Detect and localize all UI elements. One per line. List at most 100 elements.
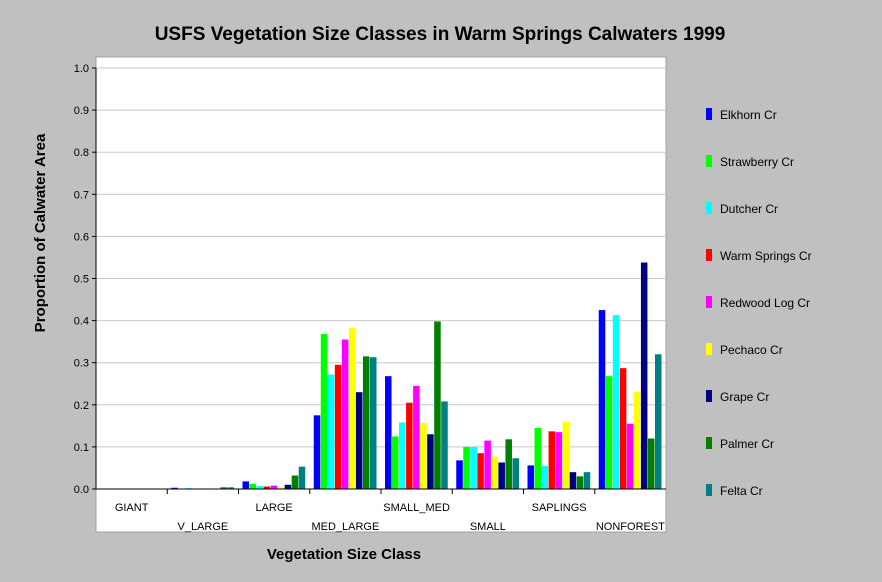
y-tick-label: 0.1 <box>74 442 89 454</box>
bar <box>171 487 178 489</box>
bar <box>505 439 512 489</box>
y-tick-label: 1.0 <box>74 63 89 75</box>
y-tick-label: 0.3 <box>74 358 89 370</box>
bar <box>313 415 321 489</box>
x-tick-label: NONFOREST <box>596 521 665 533</box>
legend-label: Dutcher Cr <box>720 202 778 216</box>
bar <box>277 487 285 489</box>
bar <box>406 402 413 489</box>
bar <box>256 486 264 489</box>
bar <box>654 354 662 489</box>
bar <box>420 422 427 489</box>
y-tick-label: 0.9 <box>74 105 89 117</box>
bar <box>249 483 257 489</box>
bar <box>270 485 278 489</box>
bar <box>320 334 328 489</box>
bars <box>171 262 662 489</box>
bar <box>477 453 484 489</box>
bar <box>598 310 606 489</box>
bar <box>470 446 477 489</box>
legend: Elkhorn Cr Strawberry Cr Dutcher Cr Warm Sp… <box>706 108 812 498</box>
x-tick-label: LARGE <box>255 502 292 514</box>
bar <box>484 440 491 489</box>
bar <box>413 385 420 489</box>
x-tick-label: MED_LARGE <box>311 521 379 533</box>
bar <box>385 376 392 489</box>
bar <box>527 465 535 489</box>
y-tick-label: 0.2 <box>74 400 89 412</box>
legend-swatch <box>706 249 712 261</box>
legend-label: Pechaco Cr <box>720 343 783 357</box>
legend-swatch <box>706 343 712 355</box>
bar <box>284 484 292 489</box>
legend-swatch <box>706 390 712 402</box>
bar <box>399 422 406 489</box>
bar <box>341 339 349 489</box>
legend-label: Palmer Cr <box>720 437 774 451</box>
legend-label: Strawberry Cr <box>720 155 794 169</box>
legend-swatch <box>706 484 712 496</box>
gridlines <box>92 67 666 490</box>
x-tick-label: SMALL <box>470 521 506 533</box>
legend-label: Felta Cr <box>720 484 763 498</box>
y-tick-label: 0.5 <box>74 274 89 286</box>
bar <box>548 431 556 489</box>
legend-label: Elkhorn Cr <box>720 108 777 122</box>
y-tick-labels: 0.0 0.1 0.2 0.3 0.4 0.5 0.6 0.7 0.8 0.9 1.0 <box>74 63 89 496</box>
legend-swatch <box>706 296 712 308</box>
bar <box>427 434 434 489</box>
bar <box>640 262 648 489</box>
bar <box>555 432 563 489</box>
x-tick-label: SAPLINGS <box>532 502 587 514</box>
bar <box>562 421 570 489</box>
bar <box>605 376 613 489</box>
bar <box>541 465 549 489</box>
legend-swatch <box>706 108 712 120</box>
x-axis-title: Vegetation Size Class <box>267 546 421 563</box>
legend-label: Grape Cr <box>720 390 769 404</box>
y-tick-label: 0.7 <box>74 189 89 201</box>
bar <box>441 401 448 489</box>
bar <box>612 315 620 489</box>
legend-swatch <box>706 155 712 167</box>
bar <box>392 436 399 489</box>
bar <box>362 356 370 489</box>
bar <box>491 456 498 489</box>
bar <box>626 423 634 489</box>
x-tick-labels: GIANT V_LARGE LARGE MED_LARGE SMALL_MED SMALL… <box>115 489 665 533</box>
bar <box>569 472 577 489</box>
bar <box>263 486 271 489</box>
x-tick-label: V_LARGE <box>178 521 229 533</box>
y-tick-label: 0.4 <box>74 316 89 328</box>
bar <box>498 462 505 489</box>
bar <box>327 374 335 489</box>
legend-label: Warm Springs Cr <box>720 249 812 263</box>
y-tick-label: 0.6 <box>74 231 89 243</box>
plot-area <box>95 56 667 533</box>
bar <box>534 427 542 489</box>
bar <box>291 475 299 489</box>
bar <box>463 446 470 489</box>
x-tick-label: GIANT <box>115 502 149 514</box>
bar <box>576 476 584 489</box>
bar <box>298 466 306 489</box>
y-axis-title: Proportion of Calwater Area <box>32 133 49 332</box>
legend-label: Redwood Log Cr <box>720 296 810 310</box>
bar <box>220 487 227 489</box>
x-tick-label: SMALL_MED <box>383 502 450 514</box>
chart-title: USFS Vegetation Size Classes in Warm Spr… <box>155 24 726 45</box>
y-tick-label: 0.0 <box>74 484 89 496</box>
bar <box>583 472 591 489</box>
bar <box>647 438 655 489</box>
bar <box>619 368 627 489</box>
legend-swatch <box>706 202 712 214</box>
legend-swatch <box>706 437 712 449</box>
bar <box>434 321 441 489</box>
y-tick-label: 0.8 <box>74 147 89 159</box>
bar <box>456 460 463 489</box>
bar <box>348 328 356 489</box>
bar <box>355 392 363 489</box>
bar <box>633 392 641 489</box>
bar <box>227 487 234 489</box>
